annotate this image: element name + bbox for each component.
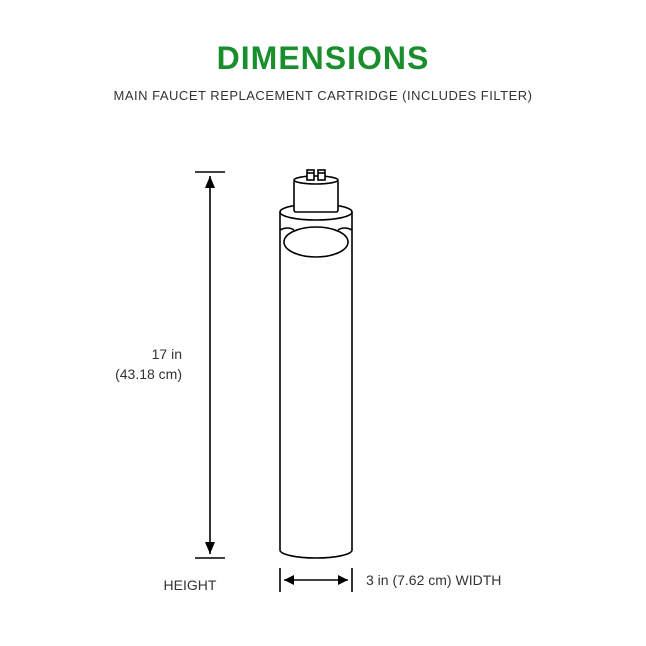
width-value-label: 3 in (7.62 cm) WIDTH bbox=[366, 572, 501, 588]
page-subtitle: MAIN FAUCET REPLACEMENT CARTRIDGE (INCLU… bbox=[0, 88, 646, 103]
dimension-diagram: 17 in (43.18 cm) HEIGHT 3 in (7.62 cm) WIDT… bbox=[0, 120, 646, 640]
height-value: 17 in bbox=[152, 346, 182, 362]
page-title: DIMENSIONS bbox=[0, 40, 646, 77]
height-value-metric: (43.18 cm) bbox=[115, 366, 182, 382]
height-label: HEIGHT bbox=[164, 577, 217, 593]
